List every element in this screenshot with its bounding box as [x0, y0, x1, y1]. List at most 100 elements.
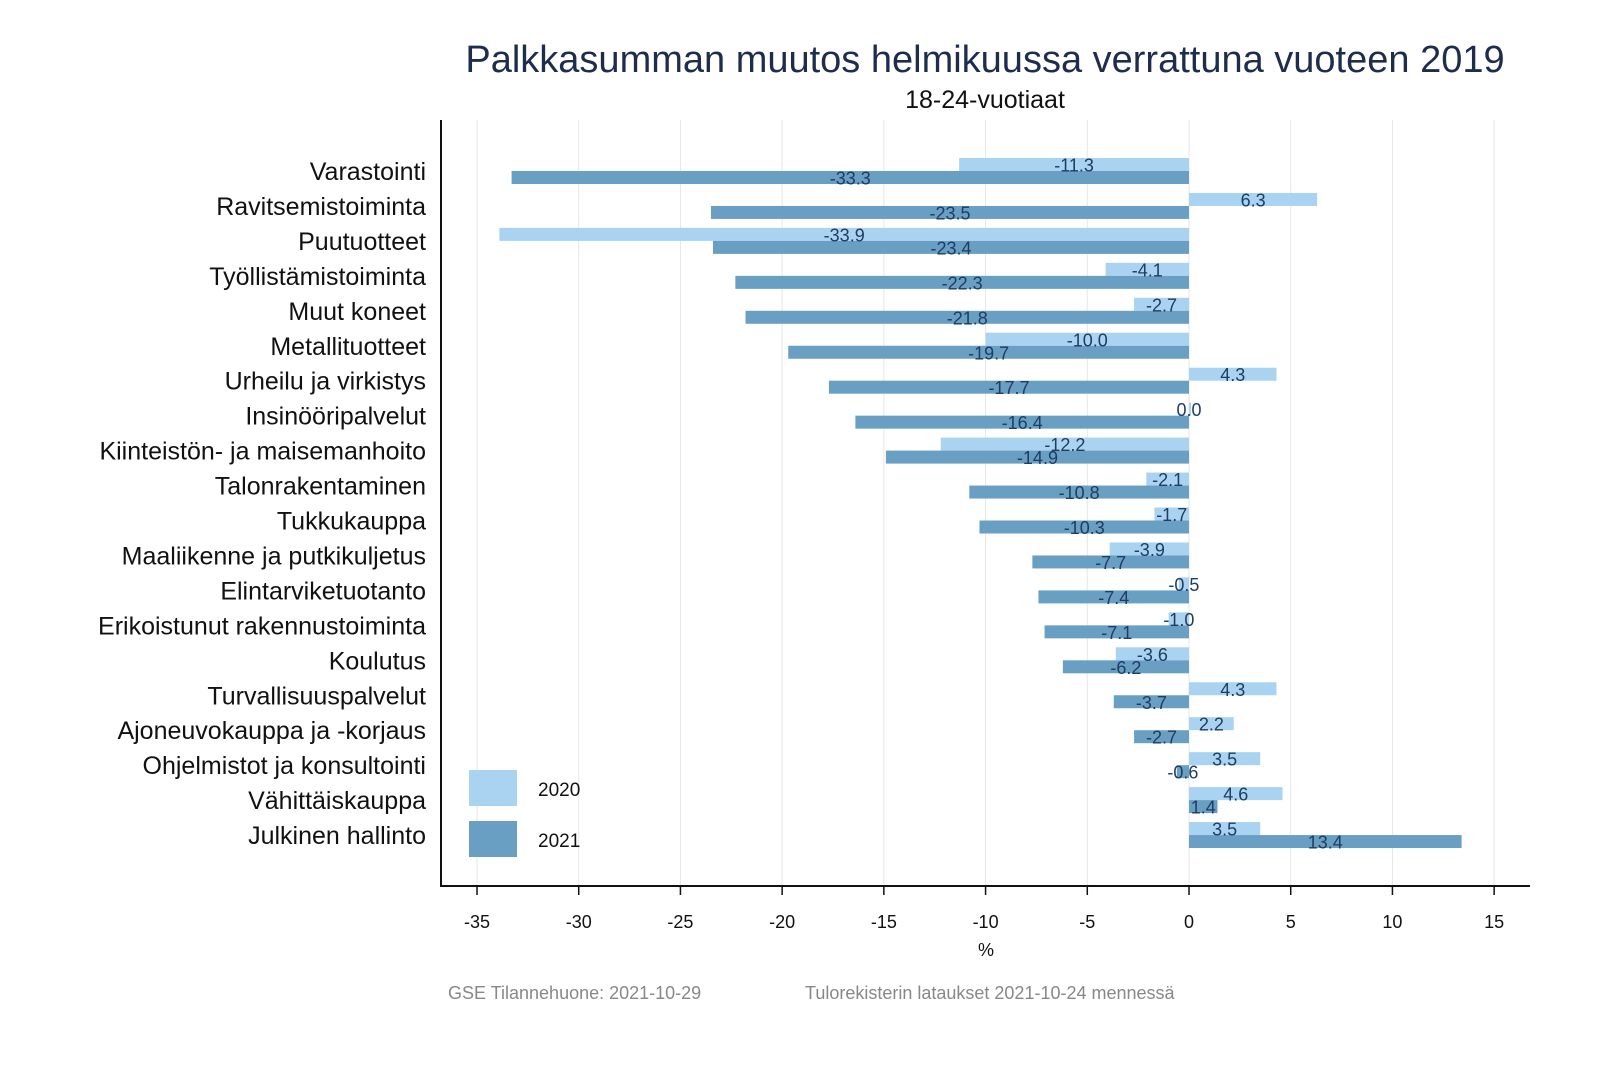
data-label-2021: -23.4 — [930, 238, 971, 258]
data-label-2020: 6.3 — [1241, 190, 1266, 210]
data-label-2021: -0.6 — [1167, 763, 1198, 783]
category-label: Turvallisuuspalvelut — [207, 682, 426, 710]
x-tick-label: 10 — [1382, 912, 1402, 932]
category-label: Puutuotteet — [298, 228, 426, 256]
bar-2020 — [1134, 297, 1189, 311]
data-label-2021: -10.3 — [1064, 518, 1105, 538]
data-label-2021: -14.9 — [1017, 448, 1058, 468]
bar-2020 — [1146, 472, 1189, 486]
data-label-2021: 13.4 — [1308, 833, 1343, 853]
data-label-2020: -0.5 — [1168, 575, 1199, 595]
category-label: Julkinen hallinto — [248, 822, 426, 850]
bar-2021 — [710, 205, 1189, 219]
legend-label-2020: 2020 — [538, 780, 580, 801]
bar-2020 — [1189, 787, 1283, 801]
bar-2020 — [1154, 507, 1189, 521]
bar-2021 — [511, 171, 1189, 184]
data-label-2020: 4.3 — [1220, 365, 1245, 385]
bar-2020 — [499, 227, 1189, 241]
data-label-2020: -3.6 — [1137, 645, 1168, 665]
category-label: Ravitsemistoiminta — [216, 193, 426, 221]
bar-2021 — [979, 520, 1189, 534]
bar-2020 — [1109, 542, 1189, 556]
x-tick-label: -10 — [973, 912, 999, 932]
bar-2020 — [1189, 192, 1318, 206]
bar-2021 — [855, 415, 1189, 429]
category-label: Muut koneet — [288, 298, 426, 326]
category-label: Kiinteistön- ja maisemanhoito — [99, 438, 426, 466]
data-label-2021: -7.7 — [1095, 553, 1126, 573]
category-label: Varastointi — [310, 158, 426, 186]
legend: 2020 2021 — [469, 770, 580, 857]
data-label-2020: -12.2 — [1044, 435, 1085, 455]
bar-2021 — [1189, 800, 1218, 814]
x-tick-label: 5 — [1286, 912, 1296, 932]
bar-2021 — [1134, 730, 1189, 744]
data-label-2020: -2.1 — [1152, 470, 1183, 490]
data-label-2020: -3.9 — [1134, 540, 1165, 560]
bar-2020 — [1189, 717, 1234, 731]
bar-2021 — [1032, 555, 1189, 569]
data-label-2021: -21.8 — [947, 308, 988, 328]
data-label-2021: -22.3 — [942, 273, 983, 293]
data-label-2020: 3.5 — [1212, 750, 1237, 770]
category-label: Urheilu ja virkistys — [225, 368, 426, 396]
bar-2021 — [745, 310, 1189, 324]
bar-2021 — [1189, 835, 1462, 849]
x-tick-label: -35 — [464, 912, 490, 932]
x-tick-label: -15 — [871, 912, 897, 932]
bar-2021 — [788, 345, 1189, 359]
data-label-2020: 4.3 — [1220, 680, 1245, 700]
data-label-2021: -33.3 — [830, 169, 871, 189]
category-label: Talonrakentaminen — [215, 473, 426, 501]
bar-2020 — [1178, 577, 1189, 591]
category-label: Työllistämistoiminta — [209, 263, 426, 291]
data-label-2021: -2.7 — [1146, 728, 1177, 748]
bar-2020 — [1189, 682, 1277, 696]
bar-2020 — [1115, 647, 1189, 661]
bar-2020 — [1189, 752, 1261, 766]
data-label-2020: 3.5 — [1212, 820, 1237, 840]
data-label-2020: -33.9 — [824, 225, 865, 245]
bar-2020 — [1105, 262, 1189, 276]
data-label-2020: -1.0 — [1163, 610, 1194, 630]
x-axis-label: % — [978, 940, 994, 960]
data-label-2020: -11.3 — [1054, 156, 1094, 176]
bar-2020 — [1189, 822, 1261, 836]
bar-2021 — [885, 450, 1189, 464]
caption-note: Tulorekisterin lataukset 2021-10-24 menn… — [805, 983, 1176, 1003]
data-label-2020: -1.7 — [1156, 505, 1187, 525]
x-tick-label: -5 — [1079, 912, 1095, 932]
data-label-2021: -3.7 — [1136, 693, 1167, 713]
category-label: Ajoneuvokauppa ja -korjaus — [117, 717, 426, 745]
bar-2021 — [969, 485, 1189, 499]
caption-source: GSE Tilannehuone: 2021-10-29 — [448, 983, 701, 1003]
legend-label-2021: 2021 — [538, 831, 580, 852]
bar-2020 — [985, 332, 1189, 346]
bar-2021 — [712, 240, 1189, 254]
bar-2021 — [1044, 625, 1189, 639]
bar-2020 — [940, 437, 1189, 451]
x-tick-label: -30 — [566, 912, 592, 932]
category-label: Koulutus — [329, 647, 426, 675]
category-label: Insinööripalvelut — [245, 403, 426, 431]
category-label: Tukkukauppa — [277, 508, 426, 536]
bar-2020 — [1189, 402, 1191, 416]
bar-2020 — [1189, 367, 1277, 381]
legend-swatch-2020 — [469, 770, 517, 806]
legend-swatch-2021 — [469, 821, 517, 857]
data-label-2021: -7.4 — [1098, 588, 1129, 608]
data-label-2020: 0.0 — [1176, 400, 1201, 420]
chart-subtitle: 18-24-vuotiaat — [905, 86, 1065, 114]
data-label-2021: -23.5 — [929, 203, 970, 223]
bar-2021 — [1062, 660, 1189, 674]
category-label: Ohjelmistot ja konsultointi — [143, 752, 426, 780]
bar-2021 — [828, 380, 1189, 394]
x-tick-label: 0 — [1184, 912, 1194, 932]
data-label-2020: -10.0 — [1067, 330, 1108, 350]
x-tick-label: -20 — [769, 912, 795, 932]
category-label: Maaliikenne ja putkikuljetus — [122, 542, 426, 570]
data-label-2021: -7.1 — [1101, 623, 1132, 643]
bar-2020 — [1168, 612, 1189, 626]
